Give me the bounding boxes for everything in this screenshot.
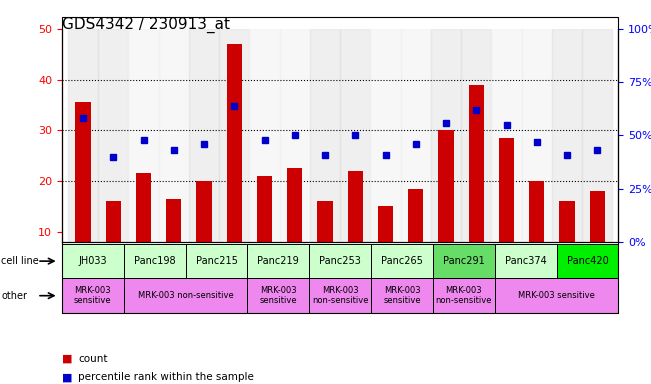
Bar — [559, 201, 575, 283]
Bar — [227, 44, 242, 283]
Bar — [68, 29, 98, 242]
Bar — [582, 29, 613, 242]
Bar — [408, 189, 423, 283]
Bar — [529, 181, 544, 283]
Text: ■: ■ — [62, 354, 72, 364]
Bar — [378, 207, 393, 283]
Text: MRK-003
sensitive: MRK-003 sensitive — [74, 286, 111, 305]
Bar — [257, 176, 272, 283]
Bar — [98, 29, 128, 242]
Text: JH033: JH033 — [79, 256, 107, 266]
Bar — [249, 29, 280, 242]
Bar — [521, 29, 552, 242]
Bar — [159, 29, 189, 242]
Bar — [310, 29, 340, 242]
Bar — [370, 29, 400, 242]
Text: Panc253: Panc253 — [319, 256, 361, 266]
Bar — [166, 199, 182, 283]
Bar — [340, 29, 370, 242]
Bar — [219, 29, 249, 242]
Text: other: other — [1, 291, 27, 301]
Bar — [348, 171, 363, 283]
Bar — [197, 181, 212, 283]
Text: Panc265: Panc265 — [381, 256, 423, 266]
Text: percentile rank within the sample: percentile rank within the sample — [78, 372, 254, 382]
Text: MRK-003
non-sensitive: MRK-003 non-sensitive — [436, 286, 492, 305]
Text: MRK-003
non-sensitive: MRK-003 non-sensitive — [312, 286, 368, 305]
Bar — [280, 29, 310, 242]
Text: GDS4342 / 230913_at: GDS4342 / 230913_at — [62, 17, 230, 33]
Text: Panc420: Panc420 — [566, 256, 609, 266]
Bar — [189, 29, 219, 242]
Bar — [431, 29, 461, 242]
Text: Panc219: Panc219 — [257, 256, 299, 266]
Bar — [400, 29, 431, 242]
Text: Panc198: Panc198 — [134, 256, 175, 266]
Bar — [287, 168, 302, 283]
Text: MRK-003
sensitive: MRK-003 sensitive — [260, 286, 297, 305]
Bar — [105, 201, 121, 283]
Bar — [128, 29, 159, 242]
Text: count: count — [78, 354, 107, 364]
Bar — [461, 29, 492, 242]
Bar — [552, 29, 582, 242]
Bar — [492, 29, 521, 242]
Text: MRK-003 sensitive: MRK-003 sensitive — [518, 291, 595, 300]
Bar — [439, 130, 454, 283]
Bar — [136, 174, 151, 283]
Text: ■: ■ — [62, 372, 72, 382]
Bar — [590, 191, 605, 283]
Bar — [499, 138, 514, 283]
Text: Panc374: Panc374 — [505, 256, 547, 266]
Text: Panc291: Panc291 — [443, 256, 485, 266]
Bar — [318, 201, 333, 283]
Bar — [469, 84, 484, 283]
Text: MRK-003
sensitive: MRK-003 sensitive — [383, 286, 421, 305]
Text: cell line: cell line — [1, 256, 39, 266]
Text: Panc215: Panc215 — [195, 256, 238, 266]
Text: MRK-003 non-sensitive: MRK-003 non-sensitive — [137, 291, 234, 300]
Bar — [76, 103, 90, 283]
